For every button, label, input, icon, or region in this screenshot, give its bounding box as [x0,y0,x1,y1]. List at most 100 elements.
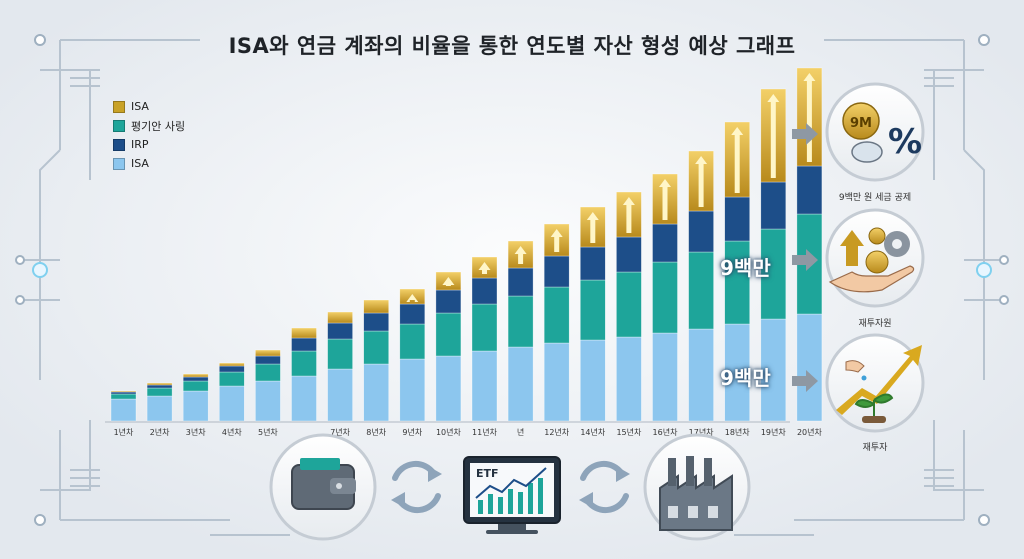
x-tick-label: 16년차 [653,427,679,437]
bar-segment [579,279,606,341]
x-tick-labels: 1년차 2년차 3년차 4년차 5년차 7년차 8년차 9년차 10년차 11년차 년 12년차 14년… [114,427,823,437]
legend-item: IRP [113,135,185,154]
bar-segment [724,196,751,242]
factory-icon [659,456,733,531]
bar-segment [435,355,462,422]
bar-segment [291,350,317,377]
bar-segment [724,240,751,325]
bar-segment [399,358,426,422]
bar-segment [110,398,137,422]
up-arrow-icon [803,73,816,162]
bar-segment [688,210,714,253]
x-tick-label: 10년차 [436,427,462,437]
bar-segment [724,323,751,422]
up-arrow-icon [659,179,671,220]
x-tick-label: 15년차 [616,427,642,437]
reinvestment-panel [825,333,925,433]
bar-segment [219,385,245,422]
circuit-nodes [15,34,1009,526]
open-hand-icon [828,265,915,293]
circuit-frame [20,39,1004,536]
legend-item: ISA [113,97,185,116]
up-arrow-icon [731,127,744,193]
bar-segment [796,165,823,215]
legend-swatch [113,119,125,132]
bar-segment [327,338,353,370]
side-arrows [792,123,818,392]
bar-segment [760,318,787,422]
bar-segment [291,337,317,352]
bar-segment [652,332,678,422]
arrow-right-icon [792,370,818,392]
gear-icon [884,231,910,257]
bar-segment [616,236,642,273]
piggy-bank-icon [851,141,883,163]
bar-segment [363,312,390,332]
arrow-right-icon [792,123,818,145]
refresh-arrowhead [579,466,630,508]
bar-segment [219,362,245,367]
bar-segment [579,339,606,422]
bar-segment [327,368,353,422]
arrow-right-icon [792,249,818,271]
stacked-bar-chart [110,67,823,422]
up-arrow-icon [550,229,563,252]
svg-text:ETF: ETF [476,467,499,480]
refresh-arrowhead [391,466,442,508]
legend-swatch [113,157,125,170]
bar-segment [146,387,173,397]
tax-deduction-panel: 9M % [825,82,925,182]
bar-segment [255,380,281,422]
x-tick-label: 17년차 [689,427,715,437]
bar-segment [363,363,390,422]
up-arrow-icon [514,246,527,264]
etf-monitor-icon: ETF [463,456,561,534]
bar-segment [146,395,173,422]
overlay-label-9m: 9백만 [720,256,771,280]
bar-segment [255,355,281,365]
sprout-icon [854,393,894,418]
bar-segment [182,376,209,382]
legend-item: ISA [113,154,185,173]
x-tick-label: 1년차 [114,427,134,437]
bar-segment [182,373,209,378]
overlay-label-9m: 9백만 [720,366,771,390]
percent-icon: % [888,122,922,162]
x-tick-label: 3년차 [186,427,206,437]
bar-segment [327,322,353,340]
bar-segment [507,295,534,348]
bar-segment [182,390,209,422]
bar-segment [543,255,570,288]
bar-segment [760,228,787,320]
bar-segment [219,371,245,387]
bar-segment [327,311,353,324]
bar-segment [291,375,317,422]
x-tick-label: 2년차 [150,427,170,437]
bar-segment [507,267,534,297]
bar-segment [291,327,317,339]
coin-9m-icon [842,102,880,140]
bar-segment [652,261,678,334]
bottom-icons: ETF [269,433,751,541]
growth-arrow-icon [840,230,864,266]
svg-text:9M: 9M [850,116,872,131]
bar-segment [616,336,642,422]
bar-segment [579,246,606,281]
bar-segment [435,289,462,314]
bar-segment [507,346,534,422]
bar-segment [688,328,714,422]
x-tick-label: 4년차 [222,427,242,437]
bar-segment [219,365,245,373]
bar-segment [543,286,570,344]
bar-segment [796,313,823,422]
reinvestment-caption: 재투자 [862,443,888,453]
up-arrow-icon [478,262,491,274]
dollar-coin-icon [868,227,886,245]
x-tick-label: 년 [517,427,524,437]
up-arrow-icon [767,94,780,178]
legend-label: IRP [131,138,149,151]
bar-segment [399,303,426,325]
bar-segment [363,330,390,365]
bar-segment [110,390,137,393]
